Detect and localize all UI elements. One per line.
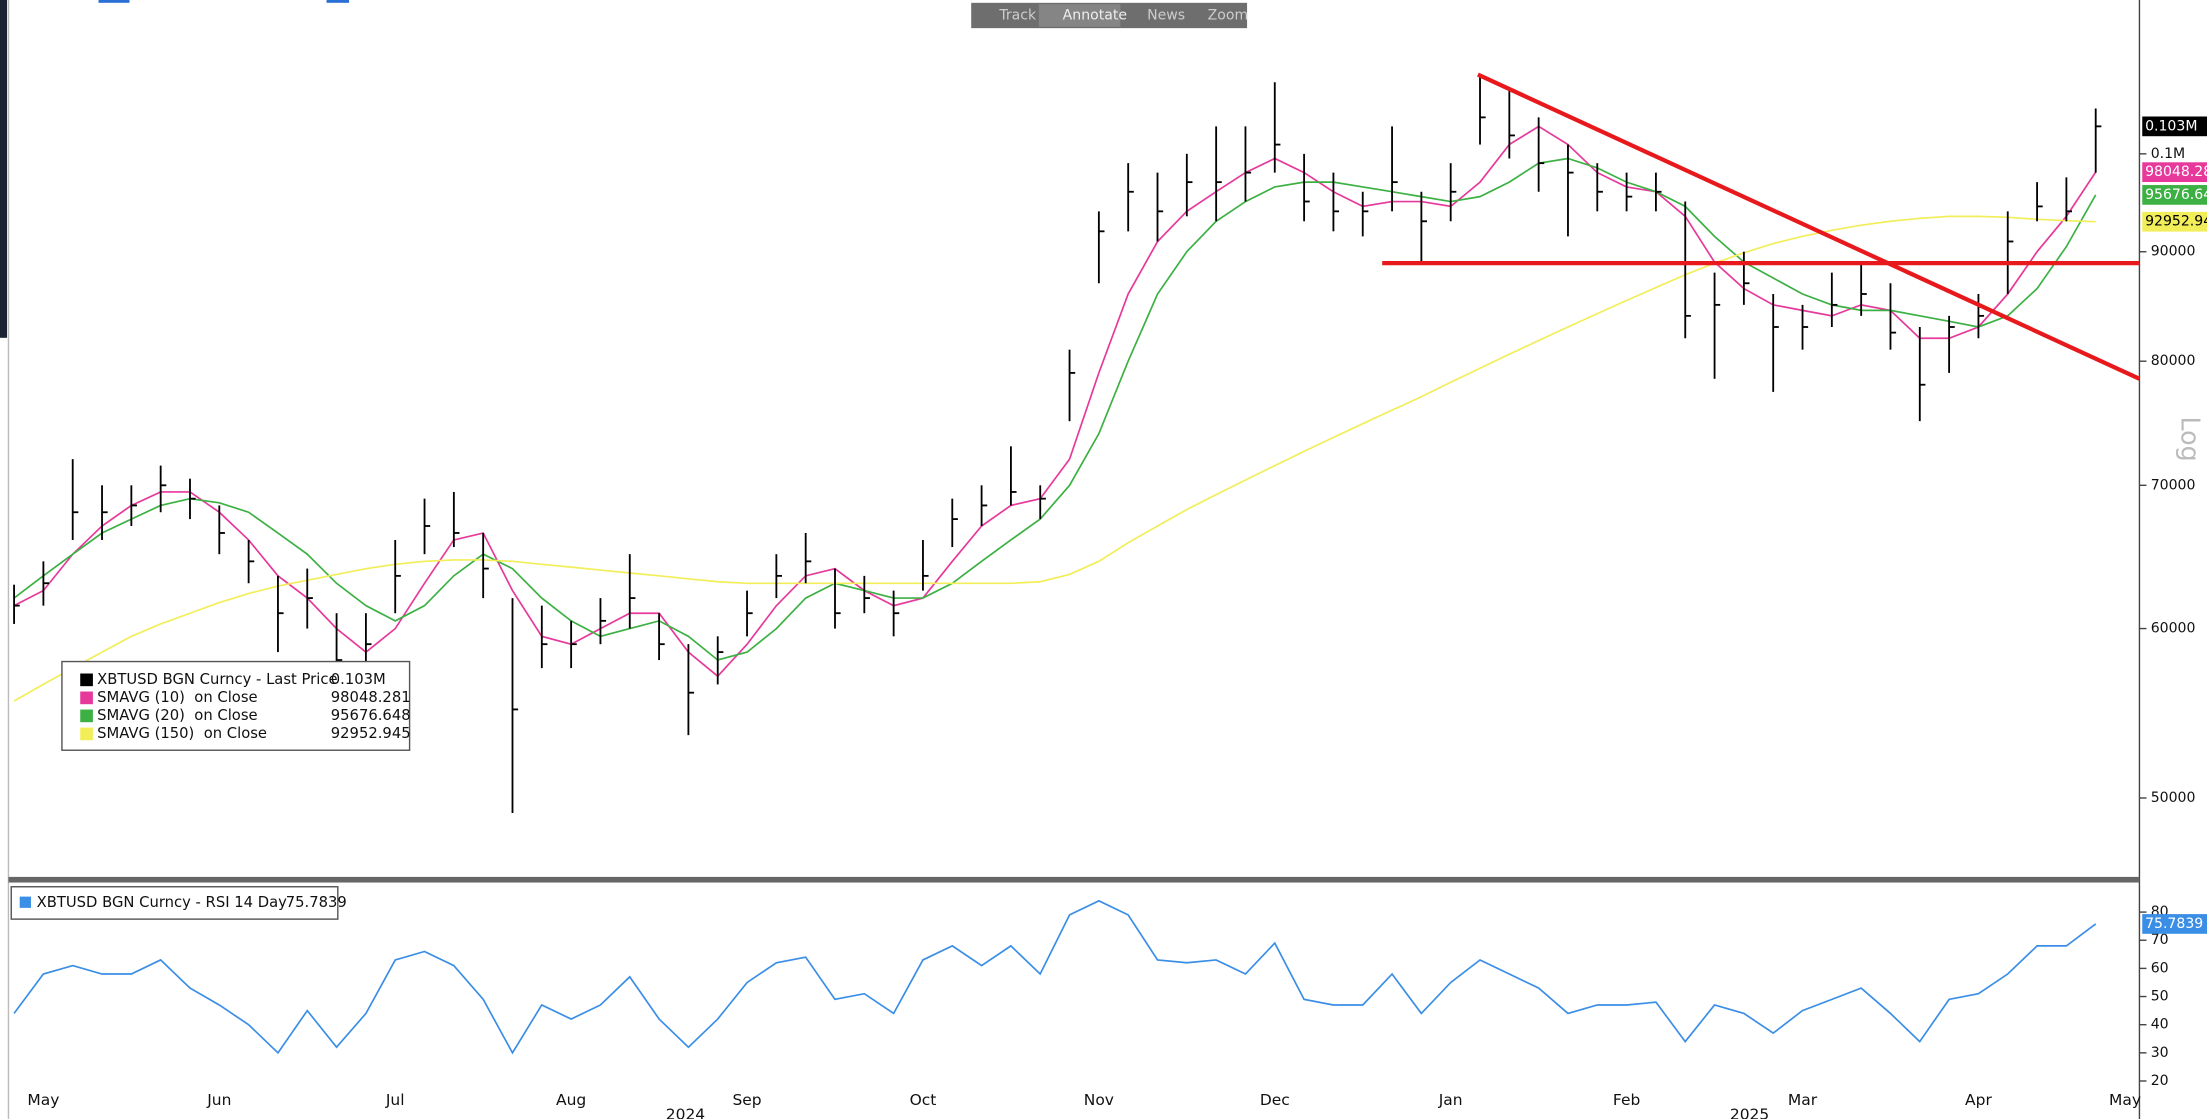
toolbar-button[interactable]: Track [998, 7, 1037, 23]
year-label: 2024 [666, 1105, 705, 1119]
x-tick-label: Nov [1084, 1091, 1114, 1109]
legend-label: SMAVG (10) on Close [97, 689, 258, 706]
x-tick-label: Jul [385, 1091, 405, 1109]
toolbar-button[interactable]: News [1147, 7, 1185, 23]
value-tag-label: 92952.94 [2145, 214, 2207, 230]
tab-marker [98, 0, 130, 3]
x-tick-label: Oct [910, 1091, 937, 1109]
y-tick-label: 30 [2151, 1045, 2169, 1061]
y-tick-label: 70 [2151, 932, 2169, 948]
axis-label: Log [2176, 417, 2206, 462]
legend-label: SMAVG (20) on Close [97, 707, 258, 724]
x-tick-label: Jun [206, 1091, 231, 1109]
value-tag [2142, 914, 2207, 934]
legend-label: XBTUSD BGN Curncy - Last Price [97, 671, 337, 688]
sma-line [13, 125, 2097, 678]
x-tick-label: Feb [1613, 1091, 1640, 1109]
legend-value: 0.103M [331, 671, 386, 688]
legend-value: 92952.945 [331, 725, 411, 742]
value-tag [2142, 185, 2207, 205]
y-tick-label: 20 [2151, 1073, 2169, 1089]
toolbar-button[interactable]: Zoom [1208, 7, 1249, 23]
y-tick-label: 90000 [2151, 244, 2196, 260]
value-tag [2142, 116, 2207, 137]
side-toolbar [0, 0, 8, 338]
y-tick-label: 60000 [2151, 621, 2196, 637]
x-tick-label: Dec [1260, 1091, 1290, 1109]
legend-swatch [80, 727, 93, 741]
x-tick-label: May [2109, 1091, 2141, 1109]
rsi-line [13, 899, 2097, 1055]
value-tag-label: 75.7839 [2145, 916, 2203, 932]
sma-line [13, 215, 2096, 702]
value-tag [2142, 162, 2207, 182]
legend-box [10, 886, 339, 920]
trend-line [1477, 72, 2141, 381]
y-tick-label: 40 [2151, 1017, 2169, 1033]
value-tag-label: 0.103M [2145, 118, 2197, 134]
legend-swatch [80, 673, 93, 687]
x-tick-label: Apr [1965, 1091, 1992, 1109]
toolbar-button[interactable]: Annotate [1063, 7, 1127, 23]
legend-label: XBTUSD BGN Curncy - RSI 14 Day [37, 894, 288, 911]
value-tag-label: 98048.28 [2145, 164, 2207, 180]
y-tick-label: 60 [2151, 960, 2169, 976]
legend-box [61, 660, 411, 751]
x-tick-label: Jan [1438, 1091, 1463, 1109]
panel-divider [8, 876, 2140, 883]
legend-swatch [19, 896, 31, 908]
x-tick-label: Sep [732, 1091, 761, 1109]
value-tag-label: 95676.64 [2145, 187, 2207, 203]
toolbar: Track Annotate News Zoom [971, 2, 1249, 29]
legend-value: 75.7839 [286, 894, 347, 911]
x-tick-label: Aug [556, 1091, 586, 1109]
y-tick-label: 70000 [2151, 477, 2196, 493]
y-tick-label: 50 [2151, 989, 2169, 1005]
y-tick-label: 50000 [2151, 790, 2196, 806]
legend-swatch [80, 709, 93, 723]
legend-label: SMAVG (150) on Close [97, 725, 267, 742]
legend-swatch [80, 691, 93, 705]
y-tick-label: 0.1M [2151, 146, 2186, 162]
legend-value: 98048.281 [331, 689, 411, 706]
y-tick-label: 80000 [2151, 353, 2196, 369]
legend-value: 95676.648 [331, 707, 411, 724]
x-tick-label: May [27, 1091, 59, 1109]
year-label: 2025 [1730, 1105, 1769, 1119]
x-tick-label: Mar [1788, 1091, 1818, 1109]
value-tag [2142, 211, 2207, 232]
tab-marker [326, 0, 350, 3]
toolbar-active [1038, 4, 1121, 27]
